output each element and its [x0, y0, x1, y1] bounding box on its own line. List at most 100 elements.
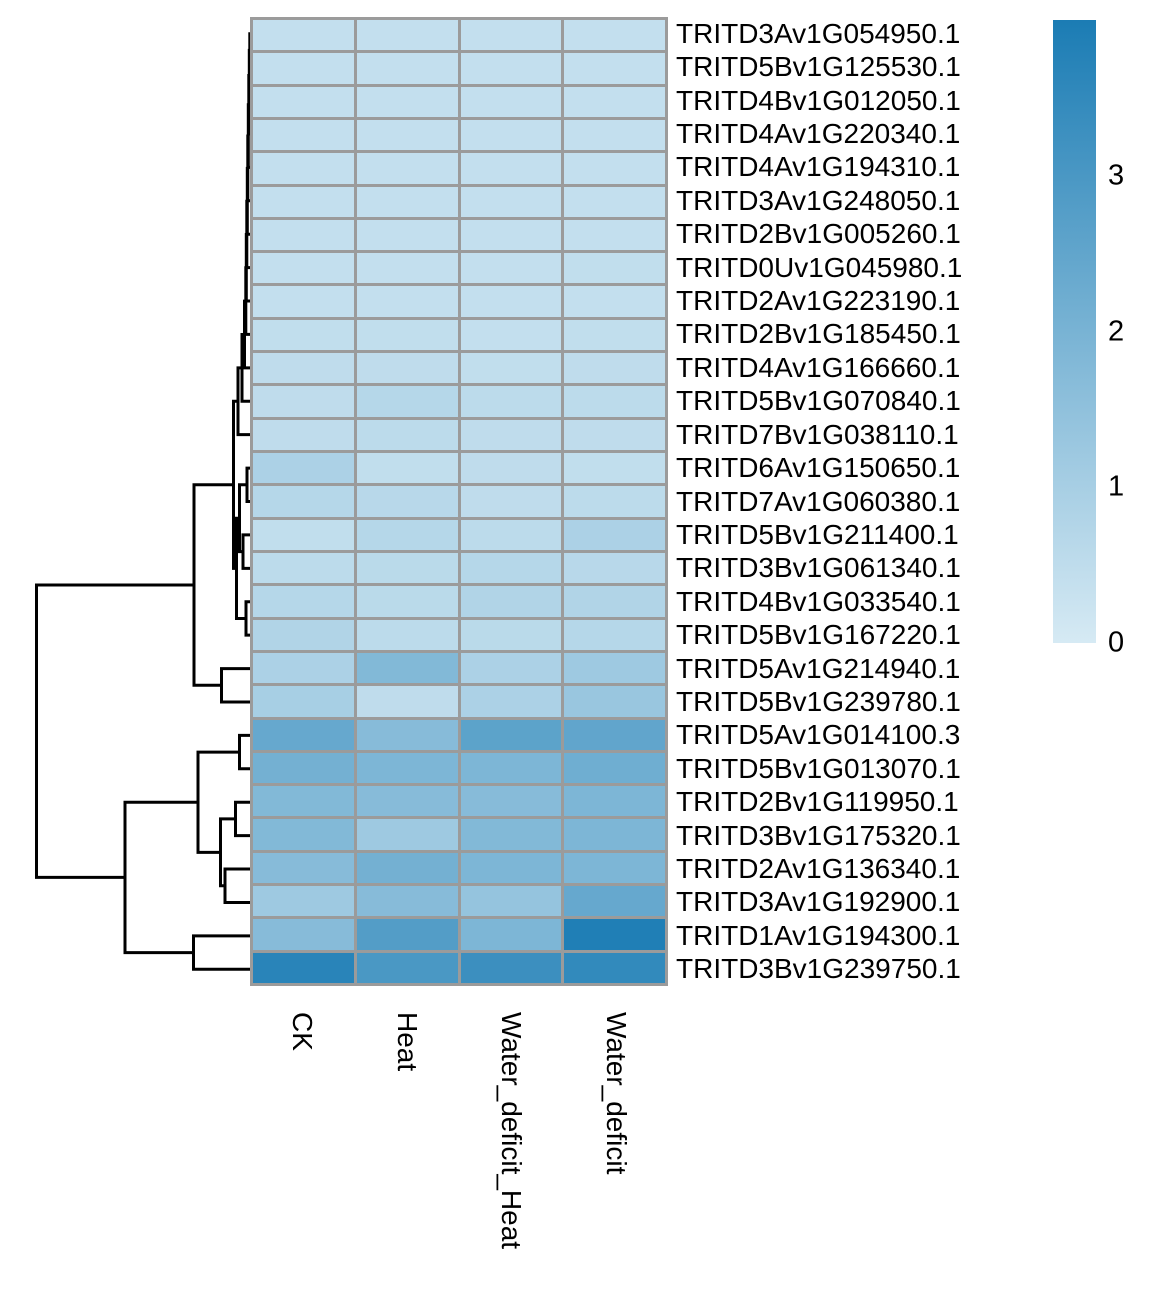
heatmap-cell — [253, 319, 354, 351]
heatmap-cell — [460, 752, 562, 784]
heatmap-cell — [356, 552, 458, 584]
row-label: TRITD7Bv1G038110.1 — [676, 418, 959, 450]
heatmap-cell — [356, 819, 458, 850]
heatmap-cell — [564, 453, 665, 484]
heatmap-cell — [253, 819, 354, 850]
heatmap-cell — [356, 786, 458, 817]
heatmap-cell — [460, 153, 562, 184]
heatmap-cell — [253, 453, 354, 484]
heatmap-cell — [356, 586, 458, 617]
heatmap-cell — [564, 586, 665, 617]
heatmap-cell — [253, 286, 354, 317]
heatmap-cell — [460, 786, 562, 817]
row-dendrogram — [35, 32, 252, 971]
heatmap-cell — [564, 153, 665, 184]
heatmap-cell — [356, 652, 458, 684]
row-label: TRITD5Bv1G125530.1 — [676, 51, 961, 83]
heatmap-cell — [564, 886, 665, 917]
heatmap-cell — [253, 619, 354, 650]
heatmap-cell — [460, 219, 562, 251]
heatmap-cell — [460, 53, 562, 84]
heatmap-cell — [253, 852, 354, 884]
heatmap-cell — [460, 519, 562, 550]
heatmap-cell — [460, 952, 562, 983]
heatmap-cell — [253, 20, 354, 51]
heatmap-cell — [356, 919, 458, 950]
row-label: TRITD2Bv1G005260.1 — [676, 218, 961, 250]
heatmap-cell — [356, 219, 458, 251]
row-label: TRITD4Av1G166660.1 — [676, 351, 961, 383]
heatmap-cell — [460, 686, 562, 717]
heatmap-cell — [356, 419, 458, 451]
heatmap-cell — [253, 119, 354, 151]
heatmap-cell — [356, 486, 458, 517]
heatmap-cell — [356, 386, 458, 417]
heatmap-cell — [460, 119, 562, 151]
heatmap-cell — [564, 552, 665, 584]
row-label: TRITD4Bv1G012050.1 — [676, 84, 961, 116]
row-label: TRITD5Bv1G239780.1 — [676, 685, 961, 717]
heatmap-cell — [356, 519, 458, 550]
heatmap-cell — [356, 686, 458, 717]
column-label: CK — [287, 1012, 319, 1051]
row-label: TRITD5Av1G214940.1 — [676, 652, 961, 684]
heatmap-cell — [564, 652, 665, 684]
legend-tick-label: 3 — [1108, 159, 1125, 192]
heatmap-cell — [253, 786, 354, 817]
heatmap-cell — [253, 253, 354, 284]
color-scale-legend — [1053, 20, 1096, 643]
row-label: TRITD2Av1G223190.1 — [676, 285, 961, 317]
legend-tick-label: 1 — [1108, 470, 1125, 503]
heatmap-cell — [253, 586, 354, 617]
heatmap-cell — [564, 353, 665, 384]
heatmap-cell — [356, 153, 458, 184]
heatmap-cell — [564, 919, 665, 950]
row-label: TRITD3Bv1G175320.1 — [676, 819, 961, 851]
heatmap-cell — [356, 619, 458, 650]
heatmap-cell — [460, 253, 562, 284]
heatmap-cell — [253, 686, 354, 717]
heatmap-cell — [253, 519, 354, 550]
heatmap-cell — [460, 919, 562, 950]
heatmap-cell — [564, 386, 665, 417]
column-label: Water_deficit_Heat — [496, 1012, 528, 1250]
heatmap-cell — [253, 719, 354, 750]
heatmap-cell — [460, 486, 562, 517]
heatmap-cell — [564, 286, 665, 317]
row-label: TRITD3Av1G192900.1 — [676, 886, 961, 918]
heatmap-cell — [564, 419, 665, 451]
heatmap-cell — [460, 586, 562, 617]
heatmap-cell — [460, 619, 562, 650]
heatmap-cell — [356, 353, 458, 384]
heatmap-cell — [564, 119, 665, 151]
heatmap-cell — [356, 253, 458, 284]
heatmap-cell — [564, 619, 665, 650]
heatmap-cell — [460, 286, 562, 317]
heatmap-cell — [356, 119, 458, 151]
heatmap-cell — [564, 86, 665, 117]
column-label: Water_deficit — [600, 1012, 632, 1175]
heatmap-cell — [253, 652, 354, 684]
heatmap-cell — [356, 20, 458, 51]
row-label: TRITD5Bv1G211400.1 — [676, 518, 959, 550]
heatmap-cell — [564, 219, 665, 251]
heatmap-cell — [460, 86, 562, 117]
heatmap-cell — [356, 186, 458, 217]
heatmap-cell — [564, 53, 665, 84]
heatmap-cell — [253, 886, 354, 917]
heatmap-cell — [253, 486, 354, 517]
heatmap-cell — [564, 852, 665, 884]
column-label: Heat — [391, 1012, 423, 1072]
heatmap-cell — [564, 719, 665, 750]
row-label: TRITD4Bv1G033540.1 — [676, 585, 961, 617]
row-label: TRITD3Bv1G061340.1 — [676, 552, 961, 584]
heatmap-cell — [460, 353, 562, 384]
heatmap-cell — [564, 819, 665, 850]
row-label: TRITD2Bv1G185450.1 — [676, 318, 961, 350]
row-label: TRITD2Av1G136340.1 — [676, 853, 961, 885]
heatmap-cell — [564, 752, 665, 784]
heatmap-cell — [564, 952, 665, 983]
heatmap-cell — [460, 652, 562, 684]
heatmap-cell — [460, 419, 562, 451]
